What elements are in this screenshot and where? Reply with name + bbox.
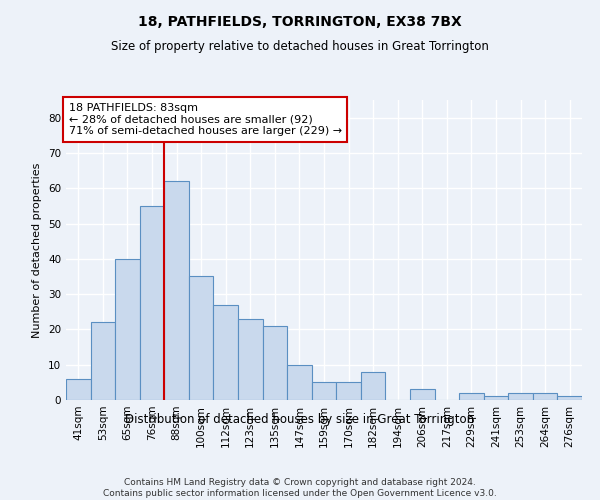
Text: Size of property relative to detached houses in Great Torrington: Size of property relative to detached ho… [111, 40, 489, 53]
Bar [312, 382, 336, 400]
Bar [508, 393, 533, 400]
Bar [214, 304, 238, 400]
Y-axis label: Number of detached properties: Number of detached properties [32, 162, 43, 338]
Bar [238, 319, 263, 400]
Bar [189, 276, 214, 400]
Bar [91, 322, 115, 400]
Bar [287, 364, 312, 400]
Bar [263, 326, 287, 400]
Bar [115, 259, 140, 400]
Bar [533, 393, 557, 400]
Bar [66, 379, 91, 400]
Bar [410, 390, 434, 400]
Bar [484, 396, 508, 400]
Bar [164, 181, 189, 400]
Text: 18 PATHFIELDS: 83sqm
← 28% of detached houses are smaller (92)
71% of semi-detac: 18 PATHFIELDS: 83sqm ← 28% of detached h… [68, 103, 342, 136]
Bar [140, 206, 164, 400]
Bar [459, 393, 484, 400]
Text: Distribution of detached houses by size in Great Torrington: Distribution of detached houses by size … [125, 412, 475, 426]
Text: 18, PATHFIELDS, TORRINGTON, EX38 7BX: 18, PATHFIELDS, TORRINGTON, EX38 7BX [138, 15, 462, 29]
Bar [361, 372, 385, 400]
Bar [336, 382, 361, 400]
Bar [557, 396, 582, 400]
Text: Contains HM Land Registry data © Crown copyright and database right 2024.
Contai: Contains HM Land Registry data © Crown c… [103, 478, 497, 498]
